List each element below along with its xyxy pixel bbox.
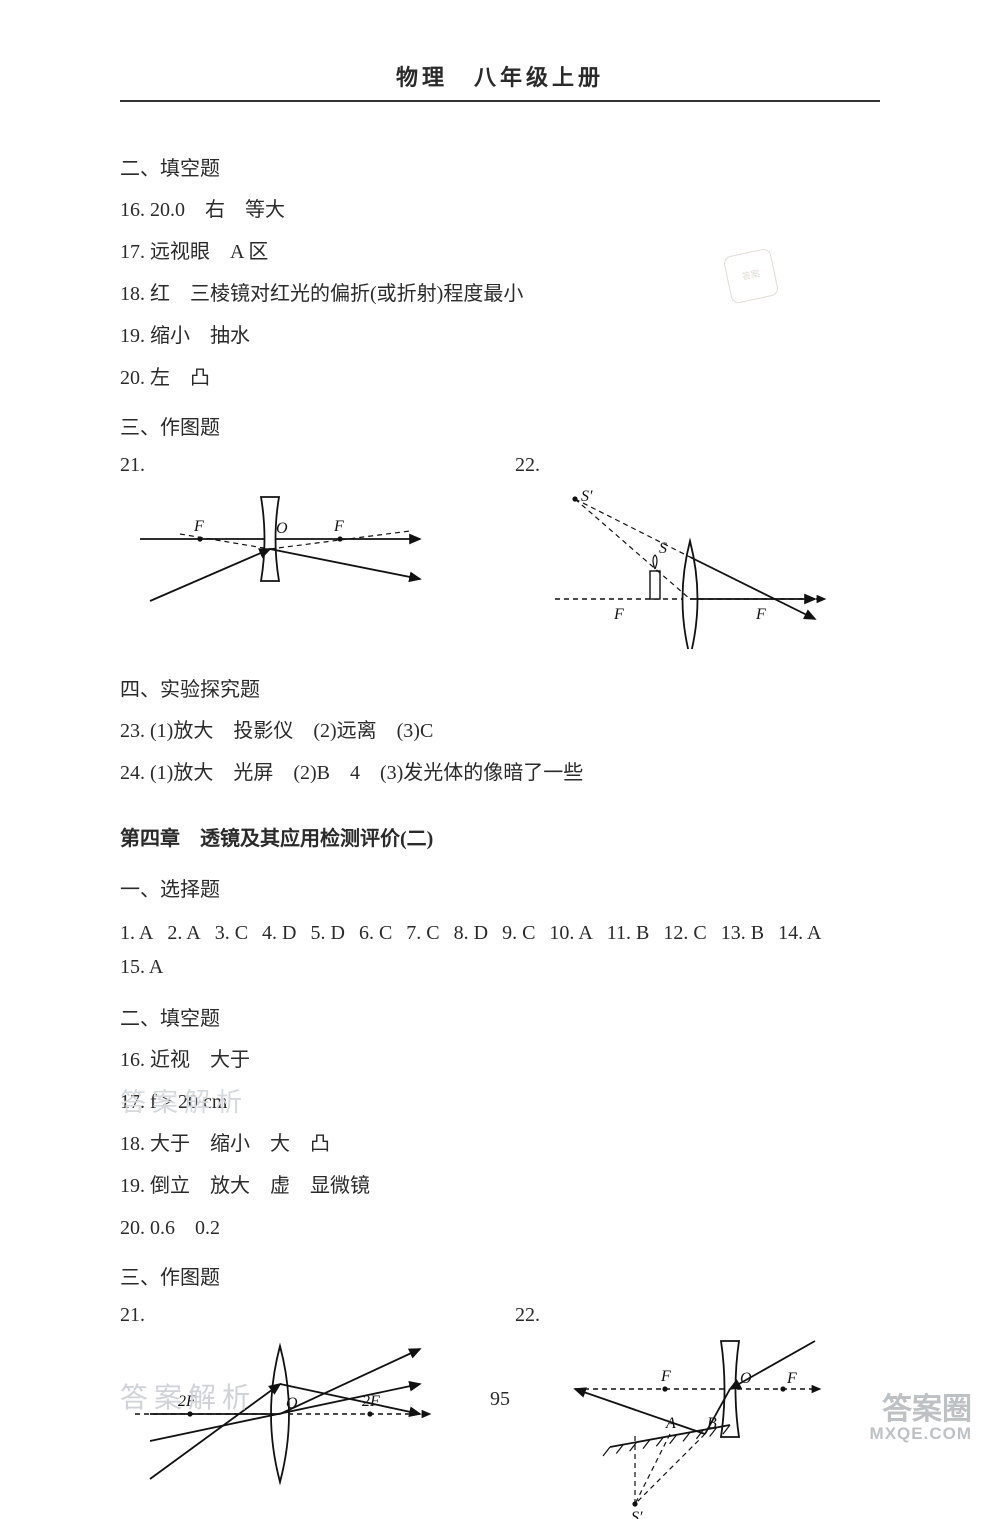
mc-item: 10. A — [549, 916, 592, 950]
diagram-21a-block: 21. F F O — [120, 454, 485, 649]
mc-item: 3. C — [215, 916, 248, 950]
q24a: 24. (1)放大 光屏 (2)B 4 (3)发光体的像暗了一些 — [120, 758, 880, 788]
mc-item: 7. C — [406, 916, 439, 950]
header-title: 物理 八年级上册 — [396, 65, 604, 90]
stamp-watermark: 答案 — [723, 248, 780, 305]
svg-text:O: O — [276, 520, 288, 537]
page-header: 物理 八年级上册 — [120, 60, 880, 102]
brand-bottom: MXQE.COM — [870, 1425, 972, 1443]
svg-text:F: F — [755, 606, 766, 623]
brand-watermark: 答案圈 MXQE.COM — [870, 1394, 972, 1443]
q22b-label: 22. — [515, 1304, 880, 1327]
sec2-title-b: 二、填空题 — [120, 1002, 880, 1031]
mc-item: 12. C — [663, 916, 706, 950]
mc-item: 13. B — [721, 916, 764, 950]
svg-text:F: F — [333, 518, 344, 535]
svg-text:A: A — [665, 1415, 676, 1432]
sec1-title-b: 一、选择题 — [120, 873, 880, 902]
svg-text:F: F — [660, 1368, 671, 1385]
chapter2-title: 第四章 透镜及其应用检测评价(二) — [120, 822, 880, 851]
bottomleft-watermark: 答案解析 — [120, 1376, 256, 1416]
mc-item: 2. A — [167, 916, 200, 950]
q21a-label: 21. — [120, 454, 485, 477]
diagram-22a: F F S′ S — [515, 479, 835, 649]
svg-text:F: F — [786, 1370, 797, 1387]
mc-item: 5. D — [310, 916, 344, 950]
q18b: 18. 大于 缩小 大 凸 — [120, 1129, 880, 1159]
q23a: 23. (1)放大 投影仪 (2)远离 (3)C — [120, 716, 880, 746]
svg-text:F: F — [613, 606, 624, 623]
mc-item: 8. D — [454, 916, 488, 950]
diagram-21a: FFO — [120, 479, 440, 619]
sec2-title-a: 二、填空题 — [120, 152, 880, 181]
mc-item: 14. A — [778, 916, 821, 950]
q20a: 20. 左 凸 — [120, 363, 880, 393]
mc-item: 4. D — [262, 916, 296, 950]
q16b: 16. 近视 大于 — [120, 1045, 880, 1075]
mc-item: 6. C — [359, 916, 392, 950]
mc-item: 15. A — [120, 950, 163, 984]
q19a: 19. 缩小 抽水 — [120, 321, 880, 351]
svg-text:B: B — [707, 1415, 717, 1432]
sec4-title-a: 四、实验探究题 — [120, 673, 880, 702]
diagram-row-a: 21. F F O 22. F F S′ S — [120, 454, 880, 649]
mid-watermark: 答案解析 — [120, 1082, 248, 1119]
svg-text:S: S — [659, 540, 667, 557]
svg-text:F: F — [193, 518, 204, 535]
sec3-title-b: 三、作图题 — [120, 1261, 880, 1290]
mc-answers: 1. A 2. A 3. C 4. D 5. D 6. C 7. C 8. D 9. C 10. … — [120, 916, 880, 984]
diagram-22b-block: 22. FFOABS′ — [515, 1304, 880, 1519]
mc-item: 11. B — [607, 916, 650, 950]
svg-text:S′: S′ — [631, 1509, 643, 1519]
q19b: 19. 倒立 放大 虚 显微镜 — [120, 1171, 880, 1201]
sec3-title-a: 三、作图题 — [120, 411, 880, 440]
q20b: 20. 0.6 0.2 — [120, 1213, 880, 1243]
mc-item: 9. C — [502, 916, 535, 950]
q21b-label: 21. — [120, 1304, 485, 1327]
svg-text:S′: S′ — [581, 488, 593, 505]
diagram-22a-block: 22. F F S′ S — [515, 454, 880, 649]
q16a: 16. 20.0 右 等大 — [120, 195, 880, 225]
brand-top: 答案圈 — [870, 1394, 972, 1426]
diagram-22b: FFOABS′ — [515, 1329, 835, 1519]
mc-item: 1. A — [120, 916, 153, 950]
q22a-label: 22. — [515, 454, 880, 477]
